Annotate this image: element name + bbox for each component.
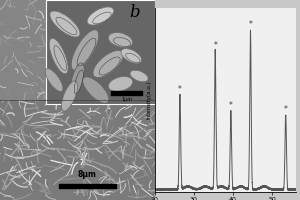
Text: *: * [229, 101, 233, 110]
Ellipse shape [93, 51, 123, 77]
Ellipse shape [121, 49, 142, 63]
Ellipse shape [49, 38, 68, 74]
Bar [0, 100, 154, 200]
Text: b: b [129, 4, 140, 21]
Ellipse shape [108, 33, 133, 47]
Ellipse shape [70, 63, 84, 97]
Ellipse shape [45, 69, 63, 91]
Text: 1μm: 1μm [121, 97, 132, 102]
Ellipse shape [130, 70, 148, 82]
Text: 8μm: 8μm [78, 170, 97, 179]
Ellipse shape [82, 77, 109, 103]
Text: *: * [213, 41, 217, 50]
Y-axis label: Intensity(a.u.): Intensity(a.u.) [147, 81, 152, 119]
Bar [46, 0, 154, 104]
Ellipse shape [50, 11, 80, 37]
Text: *: * [284, 105, 288, 114]
Text: *: * [248, 20, 252, 29]
Ellipse shape [61, 81, 78, 111]
Ellipse shape [71, 30, 99, 70]
Ellipse shape [87, 7, 114, 25]
Bar [0, 0, 50, 100]
Ellipse shape [108, 77, 133, 91]
Text: *: * [178, 85, 182, 94]
